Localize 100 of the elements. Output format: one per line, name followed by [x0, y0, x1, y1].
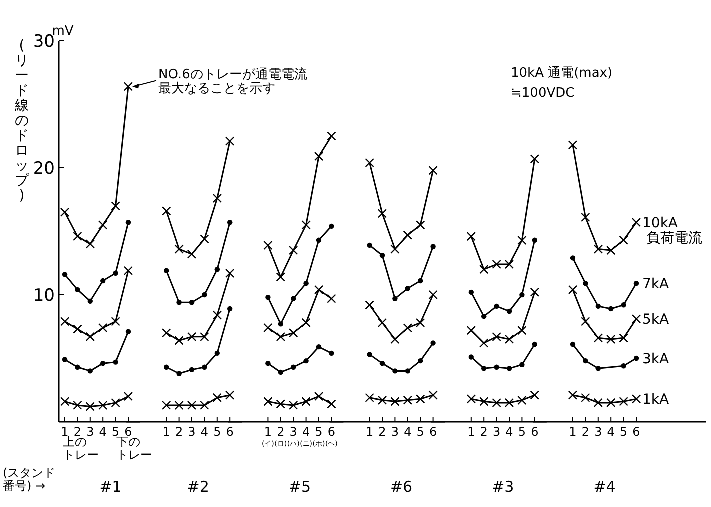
point	[124, 392, 134, 402]
point	[405, 368, 410, 374]
point	[583, 358, 588, 364]
point	[632, 394, 642, 404]
point	[532, 342, 538, 348]
point	[304, 280, 309, 286]
x-tick-label: 3	[188, 425, 196, 439]
point	[162, 400, 172, 410]
point	[378, 318, 388, 328]
x-axis-title: #5	[288, 478, 312, 496]
point	[581, 393, 590, 402]
point	[365, 158, 374, 168]
x-tick-label: 2	[480, 425, 488, 439]
point	[606, 334, 616, 344]
x-tick-label: 3	[391, 425, 400, 439]
x-tick-label: 6	[632, 425, 640, 439]
point	[530, 154, 540, 164]
point	[568, 390, 578, 400]
x-axis-title: #6	[390, 478, 413, 496]
point	[621, 302, 626, 308]
point	[378, 396, 388, 406]
point	[392, 368, 398, 374]
point	[124, 82, 134, 92]
point	[568, 140, 578, 150]
text: (スタンド番号) →	[3, 466, 56, 493]
point	[518, 396, 527, 406]
x-tick-label: 4	[302, 425, 310, 439]
point	[480, 397, 489, 406]
point	[530, 288, 540, 298]
x-tick-label: 6	[429, 425, 438, 439]
point	[291, 364, 296, 370]
x-tick-label: 5	[620, 425, 628, 439]
x-tick-label: 5	[416, 425, 424, 439]
x-tick-label: 5	[518, 425, 526, 439]
point	[187, 332, 197, 342]
x-tick-label: 1	[264, 425, 272, 439]
point	[276, 400, 286, 409]
point	[327, 132, 336, 141]
point	[75, 287, 80, 293]
point	[468, 354, 474, 360]
point	[596, 304, 601, 310]
point	[111, 398, 120, 408]
y-tick-label: 20	[33, 159, 55, 179]
x-tick-label: 3	[594, 425, 602, 439]
point	[518, 326, 527, 336]
x-tick-label: 1	[162, 425, 170, 439]
point	[278, 370, 284, 376]
point	[189, 367, 195, 373]
point	[200, 234, 210, 244]
point	[228, 306, 233, 312]
point	[583, 280, 588, 286]
point	[212, 393, 222, 402]
x-tick-label: 1	[468, 425, 476, 439]
series-label: 7kA	[642, 276, 670, 293]
point	[214, 267, 220, 272]
point	[86, 332, 95, 342]
point	[164, 364, 170, 370]
x-tick-label: 2	[175, 425, 184, 439]
point	[327, 400, 336, 409]
point	[126, 220, 132, 226]
annotation: NO.6のトレーが通電電流最大なることを示す	[158, 66, 308, 97]
point	[390, 334, 400, 344]
x-tick-label: 5	[214, 425, 222, 439]
x-tick-label: 4	[404, 425, 412, 439]
point	[176, 300, 182, 306]
point	[226, 390, 235, 400]
x-tick-label: 3	[290, 425, 298, 439]
point	[492, 332, 502, 342]
point	[266, 294, 271, 300]
point	[416, 220, 426, 230]
point	[98, 323, 108, 333]
point	[289, 246, 298, 256]
x-tick-label: 4	[200, 425, 209, 439]
point	[174, 336, 184, 346]
point	[365, 393, 374, 402]
point	[530, 390, 540, 400]
point	[124, 266, 134, 276]
point	[60, 397, 70, 406]
point	[634, 280, 640, 286]
point	[329, 350, 334, 356]
point	[380, 360, 386, 366]
point	[466, 394, 476, 404]
point	[226, 268, 235, 278]
x-tick-label: 5	[315, 425, 323, 439]
point	[202, 364, 208, 370]
point	[520, 362, 525, 368]
point	[594, 398, 603, 408]
point	[276, 272, 286, 282]
x-tick-label: 4	[506, 425, 514, 439]
point	[304, 358, 309, 364]
text: 負荷電流	[646, 230, 702, 247]
point	[403, 323, 412, 333]
x-tick-label: 2	[378, 425, 386, 439]
point	[632, 218, 642, 228]
x-tick-label: 6	[328, 425, 336, 439]
point	[392, 296, 398, 302]
point	[416, 394, 426, 404]
point	[327, 294, 336, 304]
point	[506, 366, 512, 372]
point	[492, 260, 502, 270]
